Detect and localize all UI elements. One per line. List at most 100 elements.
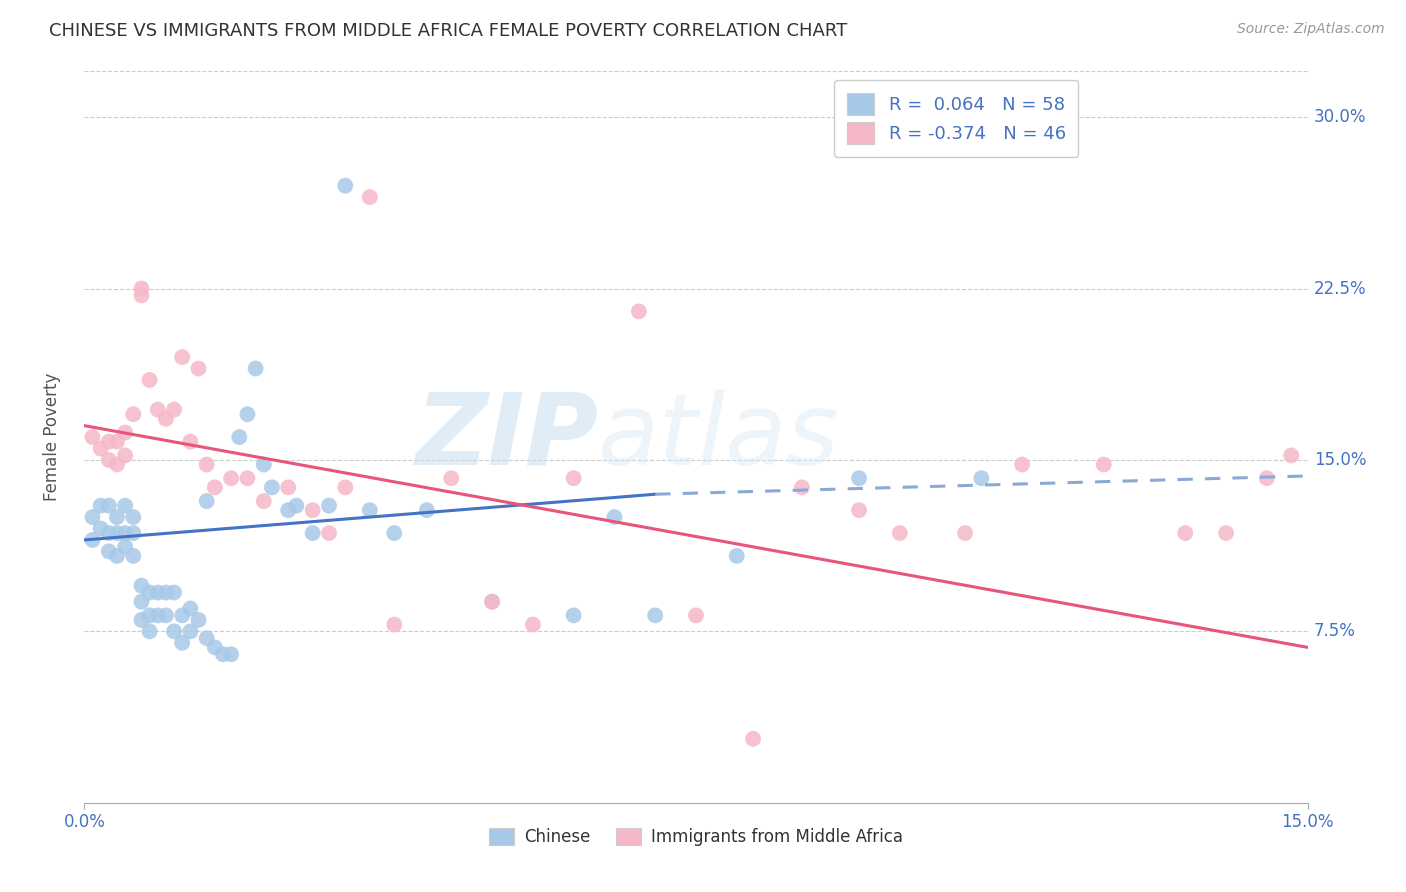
Point <box>953 526 976 541</box>
Point <box>172 636 194 650</box>
Point <box>97 526 120 541</box>
Point <box>122 526 145 541</box>
Point <box>114 540 136 554</box>
Point <box>97 453 120 467</box>
Point <box>970 471 993 485</box>
Point <box>97 499 120 513</box>
Point <box>335 480 357 494</box>
Point <box>105 526 128 541</box>
Point <box>253 458 276 472</box>
Point <box>179 434 201 449</box>
Point <box>603 510 626 524</box>
Point <box>179 601 201 615</box>
Point <box>131 613 153 627</box>
Point <box>90 499 112 513</box>
Point <box>172 350 194 364</box>
Point <box>277 503 299 517</box>
Point <box>236 407 259 421</box>
Point <box>105 549 128 563</box>
Point <box>122 549 145 563</box>
Point <box>146 585 169 599</box>
Point <box>219 647 242 661</box>
Text: 22.5%: 22.5% <box>1313 279 1367 298</box>
Point <box>155 608 177 623</box>
Point <box>245 361 267 376</box>
Point <box>90 442 112 456</box>
Point <box>848 471 870 485</box>
Point <box>790 480 813 494</box>
Y-axis label: Female Poverty: Female Poverty <box>42 373 60 501</box>
Point <box>1011 458 1033 472</box>
Point <box>889 526 911 541</box>
Point <box>644 608 666 623</box>
Point <box>742 731 765 746</box>
Point <box>114 526 136 541</box>
Point <box>359 503 381 517</box>
Point <box>195 494 218 508</box>
Point <box>195 632 218 646</box>
Point <box>204 640 226 655</box>
Point <box>138 608 160 623</box>
Point <box>172 608 194 623</box>
Text: 30.0%: 30.0% <box>1313 108 1367 126</box>
Point <box>105 434 128 449</box>
Point <box>440 471 463 485</box>
Point <box>146 608 169 623</box>
Point <box>685 608 707 623</box>
Point <box>90 521 112 535</box>
Point <box>114 425 136 440</box>
Point <box>219 471 242 485</box>
Point <box>318 526 340 541</box>
Point <box>105 458 128 472</box>
Point <box>562 608 585 623</box>
Point <box>146 402 169 417</box>
Text: CHINESE VS IMMIGRANTS FROM MIDDLE AFRICA FEMALE POVERTY CORRELATION CHART: CHINESE VS IMMIGRANTS FROM MIDDLE AFRICA… <box>49 22 848 40</box>
Point <box>163 585 186 599</box>
Point <box>155 412 177 426</box>
Point <box>562 471 585 485</box>
Point <box>260 480 283 494</box>
Point <box>138 624 160 639</box>
Point <box>285 499 308 513</box>
Point <box>195 458 218 472</box>
Text: ZIP: ZIP <box>415 389 598 485</box>
Point <box>481 595 503 609</box>
Point <box>253 494 276 508</box>
Point <box>416 503 439 517</box>
Point <box>359 190 381 204</box>
Point <box>301 526 323 541</box>
Point <box>82 430 104 444</box>
Point <box>236 471 259 485</box>
Point <box>277 480 299 494</box>
Point <box>97 544 120 558</box>
Point <box>163 402 186 417</box>
Point <box>382 526 405 541</box>
Point <box>131 281 153 295</box>
Point <box>1256 471 1278 485</box>
Point <box>1279 449 1302 463</box>
Point <box>481 595 503 609</box>
Point <box>627 304 650 318</box>
Point <box>382 617 405 632</box>
Point <box>1092 458 1115 472</box>
Point <box>97 434 120 449</box>
Point <box>1174 526 1197 541</box>
Point <box>163 624 186 639</box>
Point <box>105 510 128 524</box>
Text: 15.0%: 15.0% <box>1313 451 1367 469</box>
Point <box>82 533 104 547</box>
Point <box>114 449 136 463</box>
Point <box>522 617 544 632</box>
Text: Source: ZipAtlas.com: Source: ZipAtlas.com <box>1237 22 1385 37</box>
Point <box>212 647 235 661</box>
Point <box>187 361 209 376</box>
Point <box>131 579 153 593</box>
Text: 7.5%: 7.5% <box>1313 623 1355 640</box>
Point <box>204 480 226 494</box>
Point <box>725 549 748 563</box>
Point <box>318 499 340 513</box>
Point <box>1215 526 1237 541</box>
Point <box>131 288 153 302</box>
Text: atlas: atlas <box>598 389 839 485</box>
Point <box>82 510 104 524</box>
